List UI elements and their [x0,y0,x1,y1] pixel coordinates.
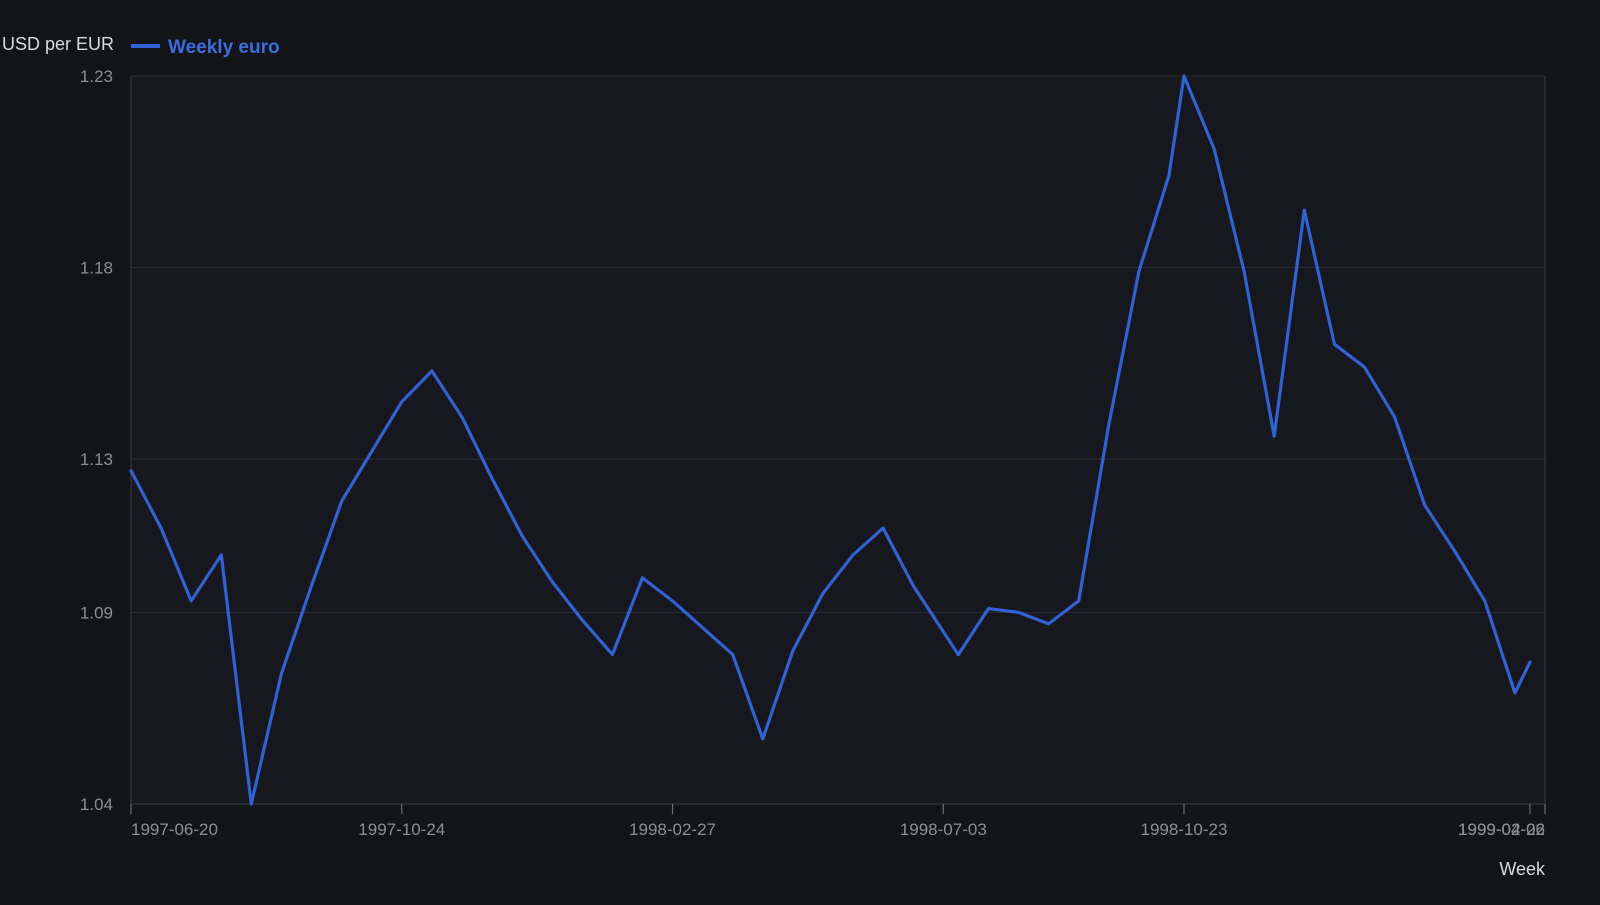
y-tick-label: 1.04 [80,795,113,814]
y-axis-ticks: 1.04 1.09 1.13 1.18 1.23 [80,67,113,814]
x-axis-ticks: 1997-06-20 1997-10-24 1998-02-27 1998-07-03… [130,804,1546,839]
plot-area [131,76,1545,804]
series-group [129,74,1532,806]
x-tick-label: 1998-07-03 [900,820,987,839]
y-tick-label: 1.09 [80,603,113,622]
x-axis-title: Week [1499,859,1546,879]
x-tick-label: 1999-04-26 [1458,820,1545,839]
axes [130,76,1546,805]
series-line-weekly-euro[interactable] [129,74,1532,806]
x-tick-label: 1998-02-27 [629,820,716,839]
y-tick-label: 1.18 [80,259,113,278]
y-axis-title: USD per EUR [2,34,114,54]
x-tick-label: 1998-10-23 [1140,820,1227,839]
x-tick-label: 1997-06-20 [131,820,218,839]
legend-label: Weekly euro [168,37,280,58]
y-tick-label: 1.23 [80,67,113,86]
x-tick-label: 1997-10-24 [358,820,445,839]
legend[interactable]: Weekly euro [131,37,280,58]
x-tick-label: 1999-02-02 [1458,820,1545,839]
y-tick-label: 1.13 [80,450,113,469]
